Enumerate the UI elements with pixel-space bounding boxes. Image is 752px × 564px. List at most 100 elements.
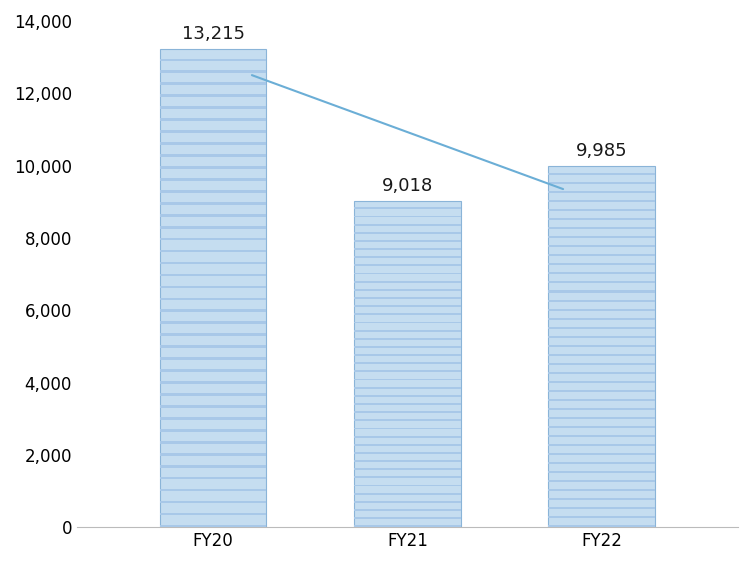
Bar	[354, 493, 461, 495]
Bar	[354, 477, 461, 478]
Text: 13,215: 13,215	[181, 25, 244, 43]
Bar	[159, 333, 266, 336]
Bar	[548, 498, 656, 500]
Bar	[354, 240, 461, 242]
Bar	[159, 202, 266, 205]
Bar	[159, 285, 266, 288]
Bar	[354, 289, 461, 291]
Bar	[354, 305, 461, 307]
Bar	[159, 369, 266, 372]
Bar	[354, 215, 461, 217]
Bar	[354, 224, 461, 226]
Bar	[159, 489, 266, 491]
Bar	[548, 516, 656, 518]
Bar	[354, 346, 461, 348]
Bar	[159, 214, 266, 217]
Bar	[159, 453, 266, 456]
Bar	[354, 460, 461, 462]
Bar	[354, 428, 461, 429]
Bar	[548, 327, 656, 329]
Bar	[548, 390, 656, 392]
Bar	[354, 468, 461, 470]
Bar	[548, 372, 656, 374]
Bar	[548, 462, 656, 464]
Bar	[159, 59, 266, 61]
Bar	[548, 444, 656, 446]
Bar	[548, 471, 656, 473]
Bar	[548, 507, 656, 509]
Bar	[159, 477, 266, 479]
Bar	[354, 436, 461, 438]
Bar	[159, 94, 266, 97]
Bar	[354, 265, 461, 266]
Bar	[159, 429, 266, 431]
Bar	[354, 517, 461, 519]
Bar	[159, 107, 266, 109]
Bar	[548, 354, 656, 356]
Bar	[159, 465, 266, 468]
Bar	[548, 336, 656, 338]
Bar	[159, 154, 266, 157]
Bar	[354, 371, 461, 372]
Bar	[354, 501, 461, 503]
Bar	[159, 226, 266, 228]
Bar	[354, 444, 461, 446]
Bar	[159, 70, 266, 73]
Bar	[548, 173, 656, 175]
Bar	[548, 182, 656, 184]
Bar	[548, 281, 656, 284]
Bar	[159, 310, 266, 312]
Bar	[354, 208, 461, 209]
Bar	[548, 272, 656, 275]
Bar	[159, 238, 266, 240]
Bar	[548, 166, 656, 527]
Bar	[548, 218, 656, 221]
Bar	[354, 248, 461, 250]
Bar	[159, 501, 266, 503]
Bar	[548, 318, 656, 320]
Bar	[159, 250, 266, 253]
Bar	[548, 227, 656, 230]
Bar	[548, 309, 656, 311]
Bar	[354, 509, 461, 511]
Bar	[548, 363, 656, 365]
Bar	[548, 245, 656, 248]
Bar	[354, 281, 461, 283]
Bar	[159, 262, 266, 265]
Bar	[548, 408, 656, 410]
Bar	[354, 378, 461, 381]
Bar	[354, 387, 461, 389]
Bar	[354, 338, 461, 340]
Bar	[354, 321, 461, 323]
Bar	[354, 201, 461, 527]
Bar	[548, 290, 656, 293]
Bar	[548, 381, 656, 383]
Bar	[548, 489, 656, 491]
Text: 9,018: 9,018	[382, 177, 433, 195]
Bar	[548, 453, 656, 455]
Bar	[159, 178, 266, 180]
Bar	[354, 484, 461, 487]
Bar	[354, 272, 461, 275]
Bar	[354, 330, 461, 332]
Bar	[159, 298, 266, 300]
Bar	[354, 411, 461, 413]
Bar	[159, 417, 266, 420]
Bar	[159, 441, 266, 444]
Bar	[548, 191, 656, 193]
Bar	[159, 345, 266, 348]
Bar	[548, 399, 656, 401]
Bar	[548, 480, 656, 482]
Bar	[548, 426, 656, 428]
Bar	[548, 236, 656, 239]
Bar	[159, 142, 266, 145]
Text: 9,985: 9,985	[576, 142, 628, 160]
Bar	[159, 321, 266, 324]
Bar	[354, 395, 461, 397]
Bar	[159, 513, 266, 515]
Bar	[548, 417, 656, 419]
Bar	[354, 354, 461, 356]
Bar	[354, 314, 461, 315]
Bar	[548, 525, 656, 527]
Bar	[548, 299, 656, 302]
